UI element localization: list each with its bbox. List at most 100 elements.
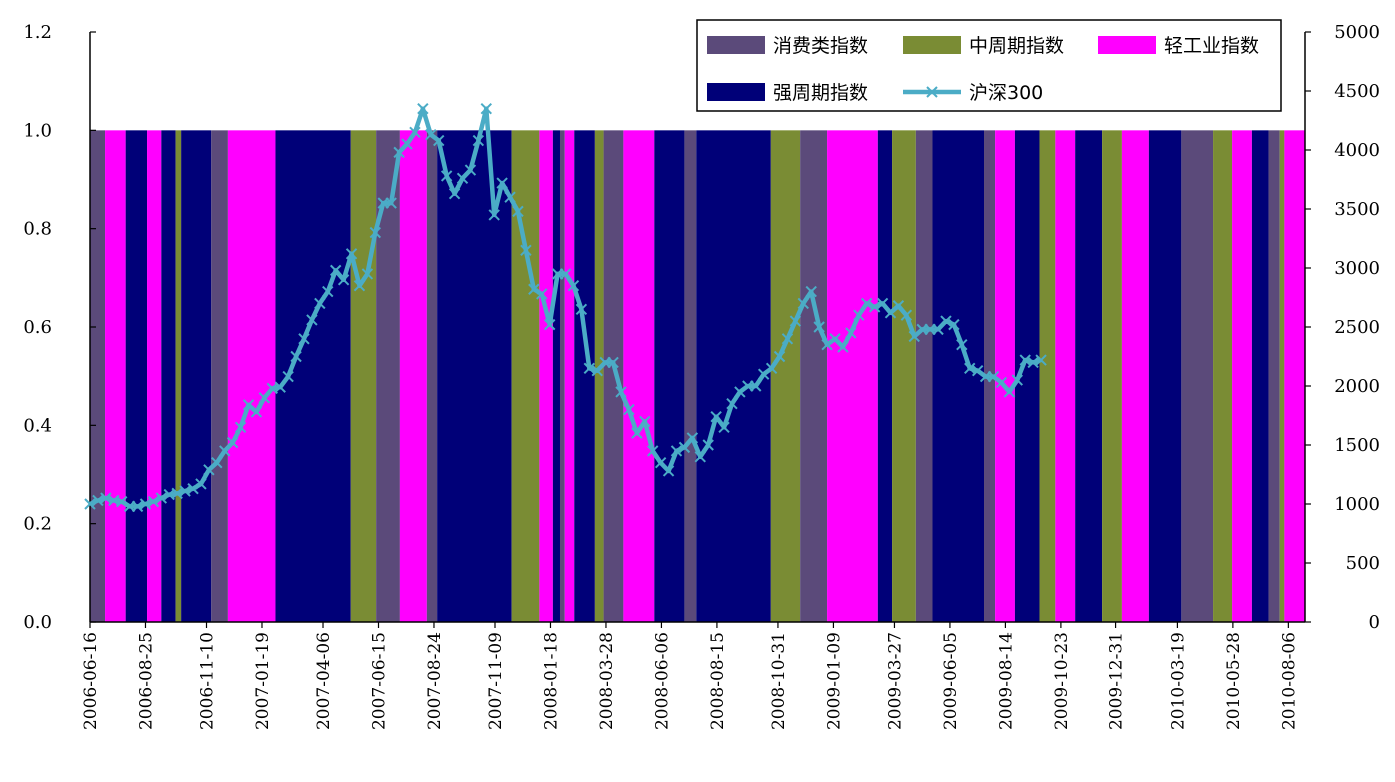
regime-bar-38: [1055, 130, 1076, 622]
hs300-point: [1035, 354, 1047, 366]
x-tick-label: 2007-11-09: [486, 632, 506, 730]
hs300-point: [710, 410, 722, 423]
hs300-point: [226, 436, 239, 449]
hs300-point: [211, 456, 223, 469]
hs300-point: [84, 498, 96, 510]
hs300-point: [115, 495, 128, 508]
hs300-point: [765, 362, 778, 375]
hs300-point: [845, 327, 857, 339]
hs300-point: [559, 268, 572, 280]
legend-label: 沪深300: [969, 82, 1043, 104]
regime-bar-47: [1268, 130, 1280, 622]
left-tick-label: 0.4: [23, 415, 52, 436]
legend-label: 消费类指数: [773, 35, 868, 57]
hs300-point: [670, 445, 683, 457]
x-tick-label: 2008-08-15: [708, 632, 728, 730]
hs300-point: [472, 134, 485, 147]
hs300-point: [662, 465, 675, 477]
regime-bar-42: [1148, 130, 1182, 622]
hs300-point: [678, 441, 691, 454]
regime-bar-39: [1075, 130, 1103, 622]
regime-bar-27: [770, 130, 801, 622]
hs300-point: [92, 494, 104, 507]
right-tick-label: 500: [1346, 553, 1380, 574]
hs300-point: [623, 403, 635, 416]
x-tick-label: 2010-03-19: [1168, 632, 1188, 730]
hs300-point: [583, 362, 596, 375]
x-tick-label: 2009-12-31: [1107, 632, 1127, 730]
hs300-point: [647, 445, 659, 457]
legend-swatch: [1098, 36, 1156, 54]
regime-bar-20: [574, 130, 595, 622]
regime-bar-49: [1284, 130, 1305, 622]
regime-bar-19: [564, 130, 575, 622]
x-tick-label: 2009-03-27: [885, 632, 905, 730]
regime-bar-7: [211, 130, 228, 622]
regime-bar-24: [654, 130, 685, 622]
x-tick-label: 2007-08-24: [425, 632, 445, 730]
hs300-point: [306, 314, 318, 326]
hs300-point: [861, 297, 873, 310]
hs300-point: [639, 415, 651, 428]
hs300-point: [821, 338, 833, 351]
regime-bar-14: [437, 130, 512, 622]
regime-bar-29: [827, 130, 878, 622]
regime-bar-44: [1213, 130, 1233, 622]
left-tick-label: 0.2: [23, 514, 52, 535]
hs300-point: [504, 191, 516, 203]
regime-bar-26: [696, 130, 771, 622]
x-tick-label: 2008-01-18: [541, 632, 561, 730]
regime-bar-23: [623, 130, 655, 622]
left-tick-label: 0.6: [23, 317, 52, 338]
hs300-point: [615, 386, 627, 398]
hs300-point: [290, 350, 302, 363]
hs300-point: [964, 362, 976, 375]
hs300-point: [337, 274, 350, 286]
regime-bar-40: [1102, 130, 1122, 622]
hs300-point: [781, 333, 794, 345]
regime-bar-46: [1251, 130, 1269, 622]
hs300-point: [956, 338, 968, 351]
hs300-point: [195, 478, 207, 490]
hs300-point: [488, 209, 500, 221]
hs300-point: [345, 248, 358, 260]
x-tick-label: 2007-01-19: [253, 632, 273, 730]
legend-label: 中周期指数: [969, 35, 1064, 57]
regime-bar-37: [1039, 130, 1056, 622]
regime-bar-4: [161, 130, 176, 622]
hs300-point: [234, 421, 247, 434]
hs300-point: [575, 303, 588, 316]
x-tick-label: 2006-11-10: [198, 632, 218, 730]
legend-item: 强周期指数: [707, 82, 868, 104]
right-tick-label: 4000: [1334, 140, 1380, 161]
hs300-point: [179, 485, 191, 497]
hs300-point: [805, 285, 817, 298]
right-tick-label: 1500: [1334, 435, 1380, 456]
regime-bar-41: [1121, 130, 1149, 622]
legend-box: [696, 19, 1282, 112]
hs300-point: [853, 309, 865, 321]
regime-bar-2: [125, 130, 148, 622]
regime-bars: [90, 130, 1305, 622]
hs300-point: [131, 500, 144, 513]
right-tick-label: 2000: [1334, 376, 1380, 397]
regime-bar-21: [594, 130, 604, 622]
regime-bar-12: [399, 130, 427, 622]
x-tick-label: 2009-06-05: [941, 632, 961, 730]
hs300-point: [329, 264, 342, 277]
hs300-point: [837, 341, 849, 353]
hs300-point: [361, 268, 374, 280]
hs300-point: [757, 368, 770, 380]
hs300-point: [631, 427, 643, 439]
legend-item: 沪深300: [903, 82, 1043, 104]
hs300-point: [607, 356, 619, 369]
right-tick-label: 3500: [1334, 199, 1380, 220]
hs300-point: [686, 432, 699, 444]
axes: 0.0 0.2 0.4 0.6 0.8 1.0 1.2 0 500 1000 1500 2000 250…: [23, 22, 1380, 730]
x-tick-label: 2009-01-09: [824, 632, 844, 730]
x-tick-label: 2006-06-16: [81, 632, 101, 730]
hs300-point: [734, 386, 746, 398]
regime-bar-16: [539, 130, 553, 622]
hs300-point: [409, 126, 421, 139]
